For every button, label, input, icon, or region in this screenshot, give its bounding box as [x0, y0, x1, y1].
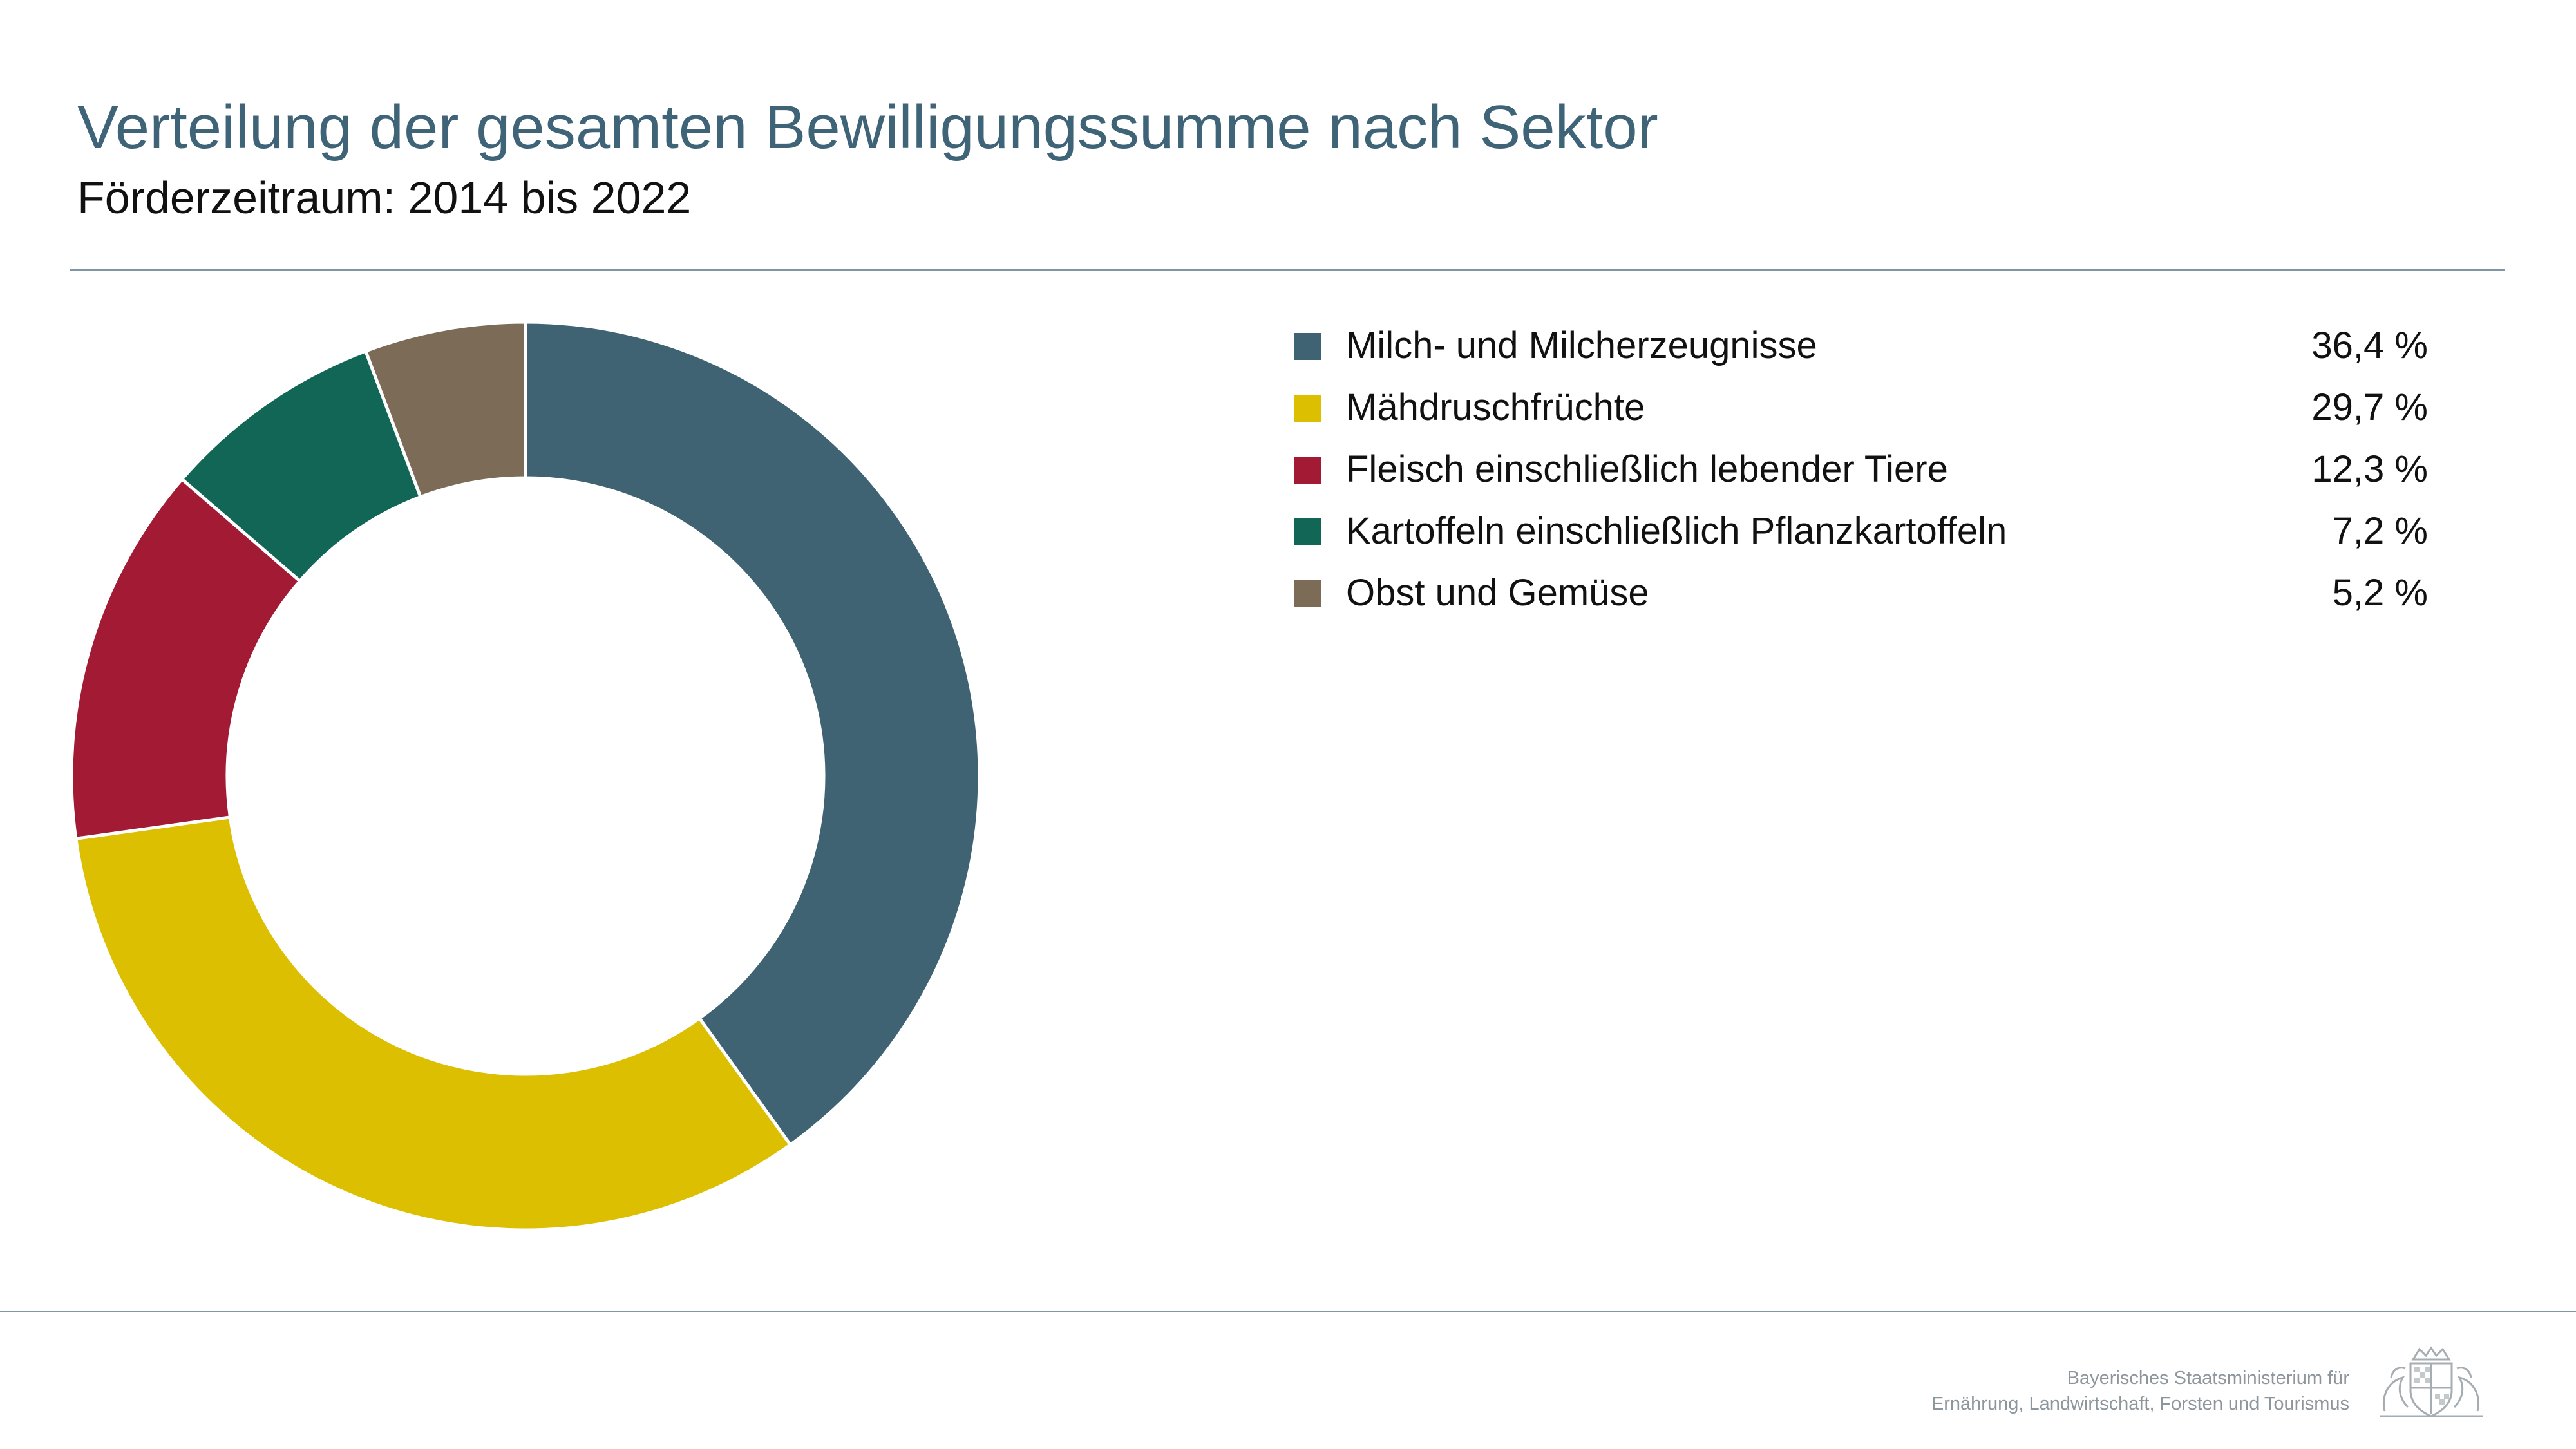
page-subtitle: Förderzeitraum: 2014 bis 2022: [77, 173, 692, 223]
donut-slice-2: [70, 477, 303, 841]
footer-divider: [0, 1311, 2576, 1312]
legend-item-milch: Milch- und Milcherzeugnisse 36,4 %: [1294, 319, 2428, 381]
donut-slice-4: [363, 320, 527, 499]
ministry-name-line-2: Ernährung, Landwirtschaft, Forsten und T…: [1931, 1394, 2349, 1414]
legend-label: Mähdruschfrüchte: [1346, 386, 1645, 428]
donut-slice-1: [73, 815, 793, 1232]
legend-swatch: [1294, 395, 1321, 422]
donut-slice-0: [524, 320, 981, 1148]
header-divider: [70, 269, 2505, 271]
legend-swatch: [1294, 518, 1321, 545]
legend-item-kartoffeln: Kartoffeln einschließlich Pflanzkartoffe…: [1294, 504, 2428, 566]
chart-legend: Milch- und Milcherzeugnisse 36,4 % Mähdr…: [1294, 319, 2428, 628]
coat-of-arms-icon: [2380, 1346, 2483, 1417]
legend-value: 29,7 %: [2311, 386, 2428, 428]
legend-swatch: [1294, 333, 1321, 360]
legend-value: 12,3 %: [2311, 448, 2428, 490]
legend-item-maehdruschfruechte: Mähdruschfrüchte 29,7 %: [1294, 381, 2428, 442]
legend-label: Milch- und Milcherzeugnisse: [1346, 325, 1817, 366]
legend-value: 5,2 %: [2332, 572, 2428, 614]
legend-value: 7,2 %: [2332, 510, 2428, 552]
legend-label: Kartoffeln einschließlich Pflanzkartoffe…: [1346, 510, 2007, 552]
legend-swatch: [1294, 457, 1321, 484]
legend-item-obst-gemuese: Obst und Gemüse 5,2 %: [1294, 566, 2428, 628]
ministry-name: Bayerisches Staatsministerium für Ernähr…: [1931, 1365, 2349, 1417]
legend-label: Fleisch einschließlich lebender Tiere: [1346, 448, 1948, 490]
legend-item-fleisch: Fleisch einschließlich lebender Tiere 12…: [1294, 442, 2428, 504]
page-title: Verteilung der gesamten Bewilligungssumm…: [77, 93, 1658, 162]
legend-value: 36,4 %: [2311, 325, 2428, 366]
legend-swatch: [1294, 580, 1321, 607]
donut-chart: [70, 320, 981, 1232]
legend-label: Obst und Gemüse: [1346, 572, 1649, 614]
ministry-name-line-1: Bayerisches Staatsministerium für: [2067, 1368, 2349, 1388]
